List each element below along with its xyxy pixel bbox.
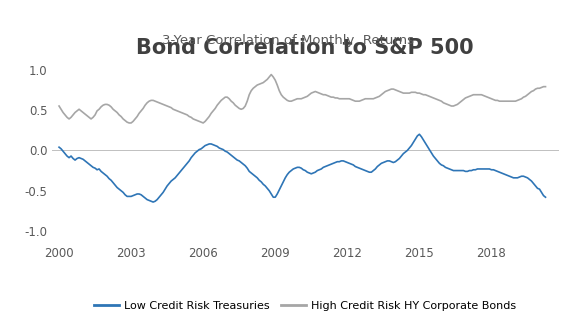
Text: 3-Year Correlation of Monthly  Returns: 3-Year Correlation of Monthly Returns (162, 34, 414, 47)
Title: Bond Correlation to S&P 500: Bond Correlation to S&P 500 (137, 38, 474, 58)
Legend: Low Credit Risk Treasuries, High Credit Risk HY Corporate Bonds: Low Credit Risk Treasuries, High Credit … (90, 297, 521, 316)
